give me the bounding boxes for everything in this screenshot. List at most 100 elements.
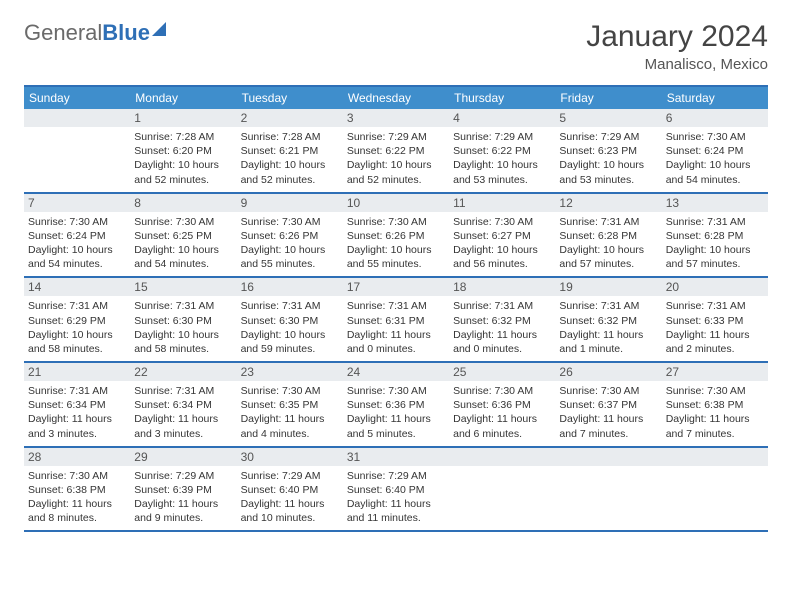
cell-line: Daylight: 10 hours — [28, 328, 126, 342]
calendar: Sunday Monday Tuesday Wednesday Thursday… — [24, 85, 768, 532]
calendar-cell: 15Sunrise: 7:31 AMSunset: 6:30 PMDayligh… — [130, 278, 236, 361]
cell-line: Sunset: 6:39 PM — [134, 483, 232, 497]
cell-body: Sunrise: 7:31 AMSunset: 6:32 PMDaylight:… — [449, 296, 555, 361]
day-h-thu: Thursday — [449, 87, 555, 109]
weeks-container: 1Sunrise: 7:28 AMSunset: 6:20 PMDaylight… — [24, 109, 768, 532]
day-number: 25 — [449, 363, 555, 381]
logo-mark-icon — [152, 22, 166, 36]
day-number: 9 — [237, 194, 343, 212]
cell-line: and 52 minutes. — [241, 173, 339, 187]
cell-body: Sunrise: 7:29 AMSunset: 6:40 PMDaylight:… — [343, 466, 449, 531]
cell-line: and 55 minutes. — [347, 257, 445, 271]
cell-body: Sunrise: 7:31 AMSunset: 6:34 PMDaylight:… — [24, 381, 130, 446]
cell-line: and 2 minutes. — [666, 342, 764, 356]
cell-line: Sunset: 6:32 PM — [559, 314, 657, 328]
day-number: 27 — [662, 363, 768, 381]
cell-line: Sunset: 6:26 PM — [241, 229, 339, 243]
cell-line: and 59 minutes. — [241, 342, 339, 356]
calendar-cell: 6Sunrise: 7:30 AMSunset: 6:24 PMDaylight… — [662, 109, 768, 192]
cell-line: Sunset: 6:28 PM — [666, 229, 764, 243]
calendar-cell: 21Sunrise: 7:31 AMSunset: 6:34 PMDayligh… — [24, 363, 130, 446]
day-number: 3 — [343, 109, 449, 127]
cell-line: and 54 minutes. — [134, 257, 232, 271]
cell-line: Sunrise: 7:31 AM — [559, 215, 657, 229]
day-h-mon: Monday — [130, 87, 236, 109]
calendar-cell: 31Sunrise: 7:29 AMSunset: 6:40 PMDayligh… — [343, 448, 449, 531]
cell-line: Sunset: 6:22 PM — [347, 144, 445, 158]
cell-body: Sunrise: 7:29 AMSunset: 6:39 PMDaylight:… — [130, 466, 236, 531]
calendar-cell: 16Sunrise: 7:31 AMSunset: 6:30 PMDayligh… — [237, 278, 343, 361]
cell-line: and 54 minutes. — [28, 257, 126, 271]
cell-body: Sunrise: 7:31 AMSunset: 6:34 PMDaylight:… — [130, 381, 236, 446]
day-number: 5 — [555, 109, 661, 127]
logo: GeneralBlue — [24, 20, 166, 46]
cell-line: Sunrise: 7:30 AM — [453, 384, 551, 398]
cell-line: Sunset: 6:40 PM — [347, 483, 445, 497]
cell-line: and 52 minutes. — [347, 173, 445, 187]
cell-body: Sunrise: 7:28 AMSunset: 6:21 PMDaylight:… — [237, 127, 343, 192]
cell-body: Sunrise: 7:30 AMSunset: 6:36 PMDaylight:… — [343, 381, 449, 446]
cell-line: Sunrise: 7:31 AM — [134, 299, 232, 313]
cell-line: Sunrise: 7:29 AM — [347, 469, 445, 483]
cell-line: and 3 minutes. — [134, 427, 232, 441]
day-number: 13 — [662, 194, 768, 212]
cell-line: Sunset: 6:40 PM — [241, 483, 339, 497]
calendar-cell: 2Sunrise: 7:28 AMSunset: 6:21 PMDaylight… — [237, 109, 343, 192]
cell-line: and 6 minutes. — [453, 427, 551, 441]
calendar-cell: 30Sunrise: 7:29 AMSunset: 6:40 PMDayligh… — [237, 448, 343, 531]
cell-body: Sunrise: 7:31 AMSunset: 6:30 PMDaylight:… — [237, 296, 343, 361]
calendar-cell: 18Sunrise: 7:31 AMSunset: 6:32 PMDayligh… — [449, 278, 555, 361]
page-title: January 2024 — [586, 20, 768, 54]
cell-line: Daylight: 11 hours — [241, 412, 339, 426]
calendar-cell: 22Sunrise: 7:31 AMSunset: 6:34 PMDayligh… — [130, 363, 236, 446]
cell-line: Sunrise: 7:30 AM — [28, 215, 126, 229]
day-number — [555, 448, 661, 466]
cell-line: Daylight: 11 hours — [347, 497, 445, 511]
calendar-cell: 26Sunrise: 7:30 AMSunset: 6:37 PMDayligh… — [555, 363, 661, 446]
day-number: 18 — [449, 278, 555, 296]
day-number: 30 — [237, 448, 343, 466]
calendar-cell: 20Sunrise: 7:31 AMSunset: 6:33 PMDayligh… — [662, 278, 768, 361]
calendar-cell: 14Sunrise: 7:31 AMSunset: 6:29 PMDayligh… — [24, 278, 130, 361]
cell-line: Daylight: 10 hours — [559, 158, 657, 172]
day-number: 17 — [343, 278, 449, 296]
day-number: 10 — [343, 194, 449, 212]
cell-line: Daylight: 10 hours — [134, 158, 232, 172]
cell-line: Daylight: 10 hours — [347, 243, 445, 257]
cell-line: and 7 minutes. — [559, 427, 657, 441]
day-number: 11 — [449, 194, 555, 212]
day-number: 28 — [24, 448, 130, 466]
header: GeneralBlue January 2024 Manalisco, Mexi… — [24, 20, 768, 73]
cell-line: and 57 minutes. — [559, 257, 657, 271]
day-h-sat: Saturday — [662, 87, 768, 109]
cell-body: Sunrise: 7:29 AMSunset: 6:40 PMDaylight:… — [237, 466, 343, 531]
day-number: 2 — [237, 109, 343, 127]
cell-line: Daylight: 10 hours — [347, 158, 445, 172]
cell-line: Sunrise: 7:29 AM — [241, 469, 339, 483]
day-number: 4 — [449, 109, 555, 127]
week-row: 1Sunrise: 7:28 AMSunset: 6:20 PMDaylight… — [24, 109, 768, 194]
cell-body: Sunrise: 7:30 AMSunset: 6:24 PMDaylight:… — [662, 127, 768, 192]
calendar-cell — [24, 109, 130, 192]
cell-line: Daylight: 11 hours — [666, 328, 764, 342]
day-number: 12 — [555, 194, 661, 212]
cell-line: and 58 minutes. — [134, 342, 232, 356]
cell-line: Sunrise: 7:29 AM — [453, 130, 551, 144]
calendar-cell: 10Sunrise: 7:30 AMSunset: 6:26 PMDayligh… — [343, 194, 449, 277]
cell-body: Sunrise: 7:31 AMSunset: 6:33 PMDaylight:… — [662, 296, 768, 361]
cell-line: Sunrise: 7:31 AM — [28, 384, 126, 398]
calendar-cell: 9Sunrise: 7:30 AMSunset: 6:26 PMDaylight… — [237, 194, 343, 277]
cell-body: Sunrise: 7:30 AMSunset: 6:38 PMDaylight:… — [24, 466, 130, 531]
cell-body: Sunrise: 7:30 AMSunset: 6:27 PMDaylight:… — [449, 212, 555, 277]
cell-line: Sunrise: 7:29 AM — [347, 130, 445, 144]
day-number: 22 — [130, 363, 236, 381]
cell-line: Sunrise: 7:30 AM — [347, 384, 445, 398]
cell-line: Sunset: 6:37 PM — [559, 398, 657, 412]
cell-line: Sunset: 6:27 PM — [453, 229, 551, 243]
calendar-cell — [662, 448, 768, 531]
cell-body: Sunrise: 7:31 AMSunset: 6:31 PMDaylight:… — [343, 296, 449, 361]
cell-line: Sunrise: 7:31 AM — [28, 299, 126, 313]
day-number: 20 — [662, 278, 768, 296]
cell-line: Sunrise: 7:31 AM — [347, 299, 445, 313]
cell-line: Sunrise: 7:28 AM — [134, 130, 232, 144]
